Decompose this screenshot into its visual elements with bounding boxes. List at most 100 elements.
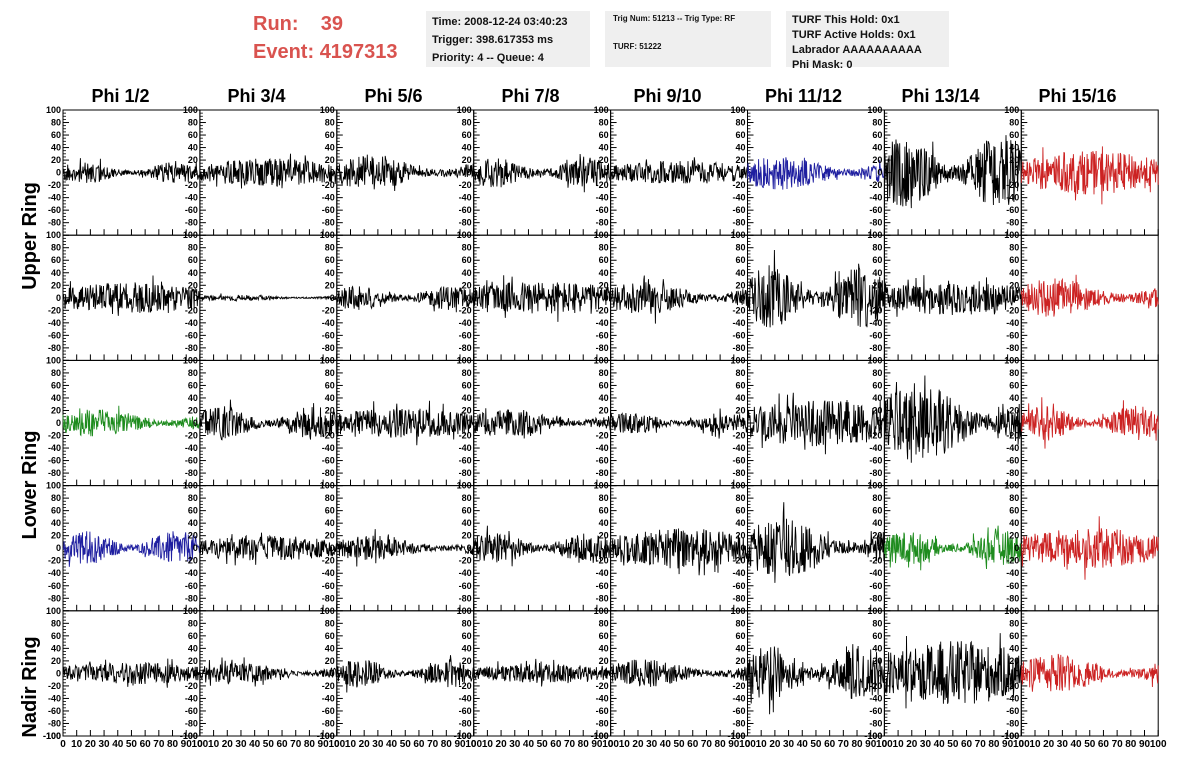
- y-tick-label: -40: [48, 443, 61, 453]
- y-tick-label: -20: [596, 180, 609, 190]
- y-tick-label: 20: [735, 656, 745, 666]
- x-tick-label: 80: [441, 739, 453, 750]
- y-tick-label: 60: [188, 506, 198, 516]
- y-tick-label: 80: [1009, 618, 1019, 628]
- y-tick-label: -40: [185, 693, 198, 703]
- waveform-trace: [1020, 653, 1159, 692]
- y-tick-label: 100: [867, 105, 882, 115]
- event-value: 4197313: [319, 41, 398, 63]
- time-text: Time: 2008-12-24 03:40:23: [432, 16, 568, 28]
- y-tick-label: 80: [599, 118, 609, 128]
- x-tick-label: 40: [386, 739, 398, 750]
- x-tick-label: 0: [1019, 739, 1025, 750]
- y-tick-label: -100: [317, 731, 335, 741]
- x-tick-label: 100: [876, 739, 893, 750]
- y-tick-label: -60: [185, 706, 198, 716]
- y-tick-label: 80: [51, 493, 61, 503]
- y-tick-label: 20: [325, 155, 335, 165]
- y-tick-label: 40: [462, 393, 472, 403]
- y-tick-label: 0: [330, 543, 335, 553]
- y-tick-label: 20: [51, 531, 61, 541]
- y-tick-label: -20: [48, 431, 61, 441]
- y-tick-label: -80: [869, 718, 882, 728]
- turf-info-box: TURF This Hold: 0x1 TURF Active Holds: 0…: [786, 11, 949, 71]
- y-tick-label: 100: [1004, 355, 1019, 365]
- y-tick-label: 40: [51, 268, 61, 278]
- y-tick-label: 40: [599, 268, 609, 278]
- x-tick-label: 70: [290, 739, 302, 750]
- y-tick-label: -60: [185, 581, 198, 591]
- y-tick-label: 100: [1004, 105, 1019, 115]
- waveform-trace: [610, 275, 748, 324]
- y-tick-label: 0: [740, 418, 745, 428]
- y-tick-label: 0: [193, 543, 198, 553]
- y-tick-label: 60: [325, 380, 335, 390]
- y-tick-label: -80: [732, 218, 745, 228]
- x-tick-label: 80: [851, 739, 863, 750]
- y-tick-label: -100: [1001, 731, 1019, 741]
- x-tick-label: 40: [934, 739, 946, 750]
- x-tick-label: 10: [1029, 739, 1041, 750]
- y-tick-label: -80: [459, 718, 472, 728]
- x-tick-label: 70: [975, 739, 987, 750]
- y-tick-label: -80: [596, 593, 609, 603]
- x-tick-label: 60: [1098, 739, 1110, 750]
- panel-r1-c6: 100 80 60 40 20 0 -20 -40 -60 -80: [730, 105, 885, 236]
- y-tick-label: 60: [872, 631, 882, 641]
- y-tick-label: 40: [51, 393, 61, 403]
- y-tick-label: 100: [730, 606, 745, 616]
- y-tick-label: -60: [596, 456, 609, 466]
- y-tick-label: -60: [322, 581, 335, 591]
- y-tick-label: 100: [320, 230, 335, 240]
- y-tick-label: 0: [877, 668, 882, 678]
- y-tick-label: -20: [732, 305, 745, 315]
- waveform-trace: [62, 658, 201, 688]
- y-tick-label: -60: [1006, 330, 1019, 340]
- y-tick-label: -40: [185, 193, 198, 203]
- x-tick-label: 10: [893, 739, 905, 750]
- y-tick-label: 0: [1014, 418, 1019, 428]
- y-tick-label: -20: [459, 681, 472, 691]
- x-tick-label: 10: [482, 739, 494, 750]
- y-tick-label: -80: [596, 718, 609, 728]
- x-tick-label: 70: [153, 739, 165, 750]
- x-tick-label: 40: [249, 739, 261, 750]
- y-tick-label: 100: [867, 606, 882, 616]
- y-tick-label: 40: [1009, 143, 1019, 153]
- phi-header-1: Phi 1/2: [91, 86, 150, 106]
- y-tick-label: 60: [599, 631, 609, 641]
- y-tick-label: 100: [46, 230, 61, 240]
- phi-mask-text: Phi Mask: 0: [792, 59, 853, 71]
- waveform-trace: [610, 157, 748, 184]
- y-tick-label: 20: [188, 656, 198, 666]
- x-tick-label: 70: [838, 739, 850, 750]
- y-tick-label: -20: [869, 180, 882, 190]
- x-tick-label: 90: [1139, 739, 1151, 750]
- y-tick-label: -20: [1006, 305, 1019, 315]
- y-tick-label: 40: [1009, 643, 1019, 653]
- y-tick-label: 20: [462, 531, 472, 541]
- x-tick-label: 80: [1125, 739, 1137, 750]
- y-tick-label: 20: [325, 656, 335, 666]
- labrador-text: Labrador AAAAAAAAAA: [792, 44, 922, 56]
- y-tick-label: -60: [459, 706, 472, 716]
- waveform-trace: [1020, 274, 1159, 317]
- x-tick-label: 20: [632, 739, 644, 750]
- y-tick-label: 100: [457, 230, 472, 240]
- y-tick-label: 40: [188, 518, 198, 528]
- y-tick-label: 20: [872, 280, 882, 290]
- y-tick-label: -40: [1006, 568, 1019, 578]
- x-tick-label: 40: [660, 739, 672, 750]
- waveform-trace: [199, 532, 338, 566]
- y-tick-label: -60: [869, 706, 882, 716]
- y-tick-label: 40: [462, 643, 472, 653]
- waveform-trace: [62, 531, 201, 567]
- y-tick-label: 60: [872, 506, 882, 516]
- y-tick-label: 20: [188, 531, 198, 541]
- x-tick-label: 0: [745, 739, 751, 750]
- x-tick-label: 50: [126, 739, 138, 750]
- y-tick-label: -80: [1006, 218, 1019, 228]
- x-tick-label: 30: [235, 739, 247, 750]
- y-tick-label: -20: [732, 681, 745, 691]
- y-tick-label: 20: [51, 155, 61, 165]
